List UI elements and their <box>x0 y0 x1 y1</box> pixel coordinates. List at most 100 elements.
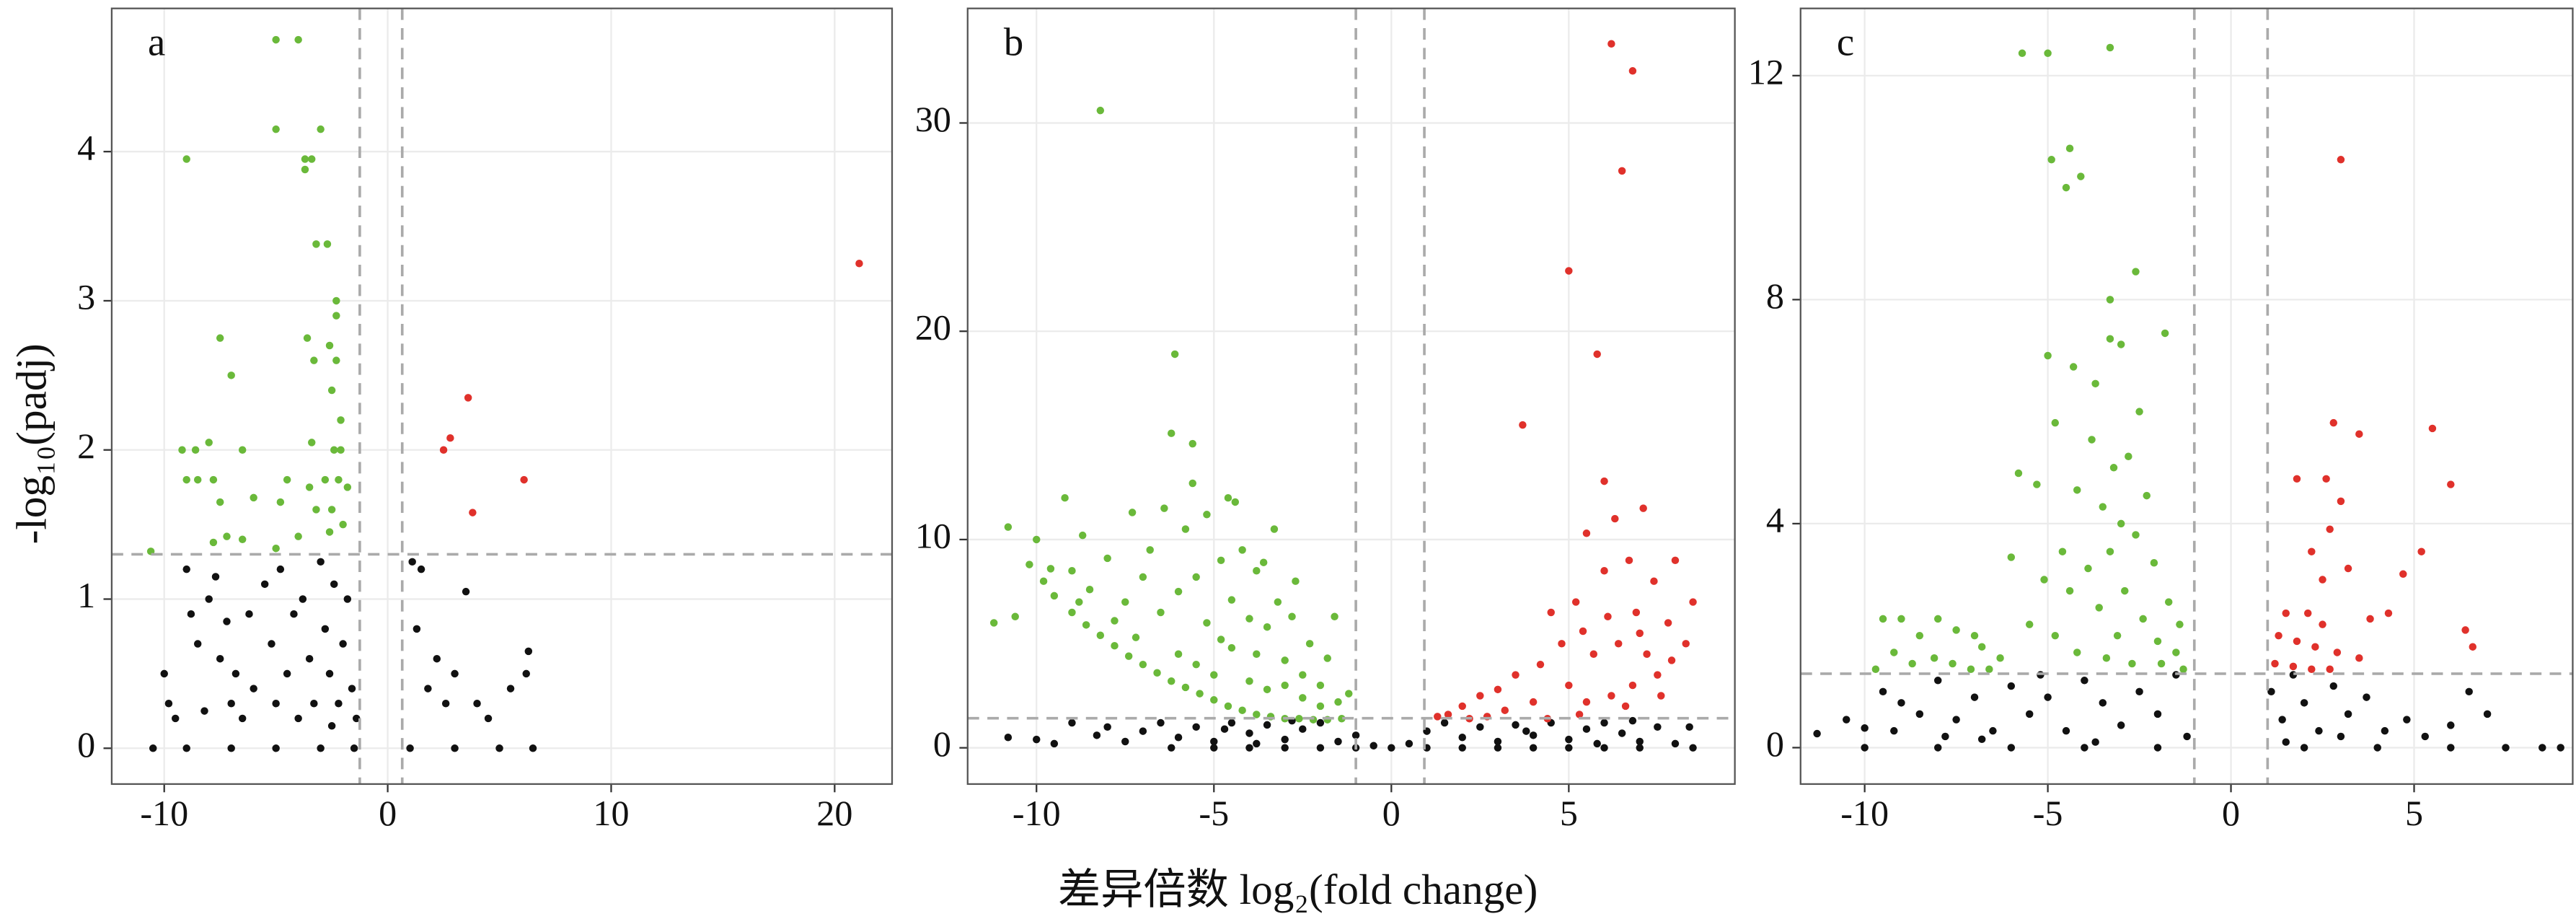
point <box>2329 682 2338 690</box>
point <box>417 565 425 573</box>
point <box>250 685 257 692</box>
point <box>446 434 454 442</box>
point <box>1316 718 1325 727</box>
point <box>272 125 280 133</box>
point <box>1643 650 1651 658</box>
point <box>2065 586 2074 595</box>
point <box>330 446 338 454</box>
point <box>1093 731 1101 739</box>
x-tick-label: -5 <box>2033 793 2063 833</box>
point <box>2355 654 2363 662</box>
point <box>1253 650 1261 658</box>
point <box>2117 340 2125 348</box>
point <box>441 700 450 708</box>
plot-border <box>110 7 894 786</box>
point <box>2153 710 2162 718</box>
x-tick-label: 5 <box>2405 793 2423 833</box>
x-tick-label: 0 <box>1382 793 1401 833</box>
point <box>1068 718 1076 727</box>
point <box>1571 598 1580 606</box>
point <box>182 744 190 752</box>
point <box>2062 183 2070 192</box>
point <box>1167 677 1175 685</box>
point <box>1671 739 1680 748</box>
point <box>2333 648 2342 656</box>
point <box>2033 480 2041 488</box>
point <box>1933 677 1942 685</box>
point <box>2153 637 2162 646</box>
point <box>272 744 280 752</box>
point <box>1989 726 1997 735</box>
point <box>1103 554 1111 563</box>
point <box>464 394 472 402</box>
point <box>2319 620 2326 628</box>
point <box>2106 335 2114 343</box>
point <box>506 685 515 692</box>
point <box>2469 643 2477 651</box>
point <box>178 446 186 454</box>
point <box>1004 523 1013 531</box>
point <box>2557 744 2564 752</box>
point <box>2326 525 2334 533</box>
point <box>1636 744 1644 752</box>
point <box>193 640 202 648</box>
point <box>1188 439 1196 448</box>
point <box>323 240 332 248</box>
point <box>317 744 325 752</box>
point <box>1253 739 1261 748</box>
panel: -10 -5 0 5 0 10 20 30 b <box>915 7 1736 833</box>
x-tick-label: -10 <box>1013 793 1061 833</box>
point <box>2447 744 2455 752</box>
point <box>2102 654 2111 662</box>
plot-background <box>1800 8 2573 784</box>
x-tick-label: 0 <box>2222 793 2240 833</box>
point <box>1494 744 1502 752</box>
point <box>1263 685 1271 694</box>
point <box>339 520 347 529</box>
point <box>2303 609 2312 617</box>
point <box>1139 573 1147 581</box>
point <box>171 714 180 723</box>
point <box>276 565 285 573</box>
point <box>451 744 459 752</box>
point <box>276 498 285 506</box>
point <box>408 558 416 566</box>
point <box>1501 706 1509 714</box>
point <box>227 744 235 752</box>
point <box>1632 608 1641 617</box>
point <box>301 155 309 163</box>
point <box>2084 564 2092 573</box>
point <box>231 669 240 678</box>
point <box>325 341 334 350</box>
point <box>2344 710 2352 718</box>
point <box>2172 648 2180 656</box>
point <box>1011 612 1019 621</box>
point <box>1139 660 1147 669</box>
point <box>2363 693 2370 701</box>
panel-label: a <box>148 20 165 64</box>
point <box>2132 531 2140 539</box>
point <box>1299 694 1307 702</box>
point <box>1210 744 1218 752</box>
point <box>223 617 231 625</box>
point <box>1861 744 1869 752</box>
y-tick-label: 1 <box>77 575 95 615</box>
plot-border <box>1799 7 2574 786</box>
point <box>1281 681 1289 690</box>
point <box>1915 631 1924 640</box>
point <box>1494 685 1502 694</box>
point <box>149 744 157 752</box>
point <box>1434 713 1442 721</box>
point <box>1879 687 1887 696</box>
point <box>1068 567 1076 575</box>
point <box>337 446 345 454</box>
point <box>1897 615 1905 623</box>
point <box>1203 619 1211 627</box>
point <box>1628 67 1637 75</box>
point <box>1494 737 1502 746</box>
x-tick-label: -10 <box>1840 793 1889 833</box>
point <box>1196 690 1204 698</box>
point <box>1210 696 1218 704</box>
point <box>1593 739 1601 748</box>
point <box>2403 716 2411 724</box>
